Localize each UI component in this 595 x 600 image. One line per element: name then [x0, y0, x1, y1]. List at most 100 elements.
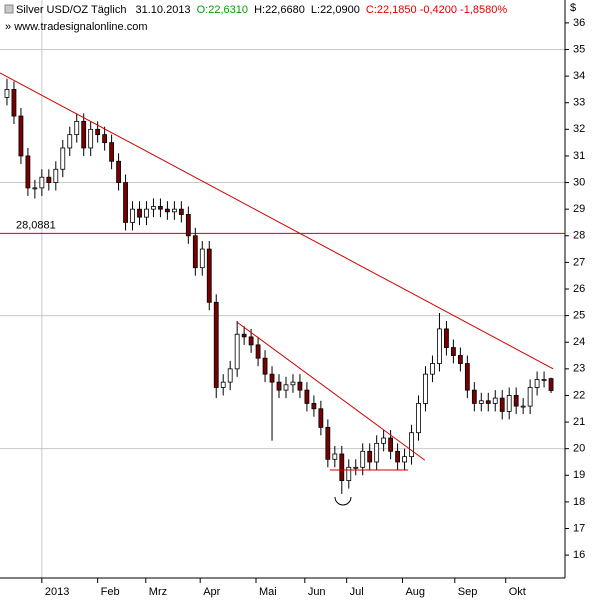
x-tick-label: Feb — [101, 586, 120, 598]
candle-body — [353, 466, 359, 469]
candle-body — [548, 378, 554, 391]
candle-body — [520, 405, 526, 408]
candle-body — [506, 395, 512, 412]
candle-body — [290, 381, 296, 386]
candle-body — [123, 182, 128, 223]
candle-body — [116, 160, 121, 183]
candle-body — [109, 142, 115, 162]
candle-body — [304, 389, 310, 404]
candle-body — [53, 168, 59, 183]
trendline — [236, 321, 426, 461]
candle-body — [137, 208, 142, 218]
quote-high: H:22,6680 — [254, 4, 305, 16]
level-label: 28,0881 — [16, 219, 56, 231]
candle-body — [130, 208, 135, 223]
candle-body — [541, 379, 547, 381]
candle-body — [192, 235, 198, 269]
y-tick-label: 35 — [573, 43, 585, 55]
quote-low: L:22,0900 — [311, 4, 360, 16]
quote-close: C:22,1850 -0,4200 -1,8580% — [366, 4, 507, 16]
candle-body — [332, 453, 338, 460]
candle-body — [60, 147, 66, 170]
y-tick-label: 34 — [573, 70, 585, 82]
candle-body — [492, 397, 498, 404]
y-tick-label: 31 — [573, 150, 585, 162]
candle-body — [471, 389, 477, 404]
x-tick-label: Aug — [405, 586, 425, 598]
quote-open: O:22,6310 — [197, 4, 248, 16]
candle-body — [395, 450, 400, 463]
x-tick-label: Jul — [350, 586, 364, 598]
x-tick-label: Okt — [509, 586, 526, 598]
candle-body — [234, 333, 240, 370]
candle-body — [241, 333, 247, 338]
candle-body — [178, 208, 184, 215]
bottom-arc — [334, 496, 352, 506]
x-tick-label: Apr — [203, 586, 220, 598]
candle-body — [381, 437, 387, 444]
candle-body — [165, 208, 170, 213]
candle-body — [513, 395, 519, 407]
y-tick-label: 18 — [573, 496, 585, 508]
candle-body — [402, 456, 407, 463]
y-tick-label: 20 — [573, 443, 585, 455]
candle-body — [374, 442, 380, 463]
candle-body — [255, 344, 261, 359]
y-tick-label: 19 — [573, 469, 585, 481]
candle-body — [67, 134, 73, 149]
candle-body — [102, 134, 108, 144]
candle-body — [388, 437, 394, 452]
candle-body — [144, 208, 149, 218]
candle-body — [18, 115, 24, 157]
candle-body — [527, 387, 533, 407]
candle-body — [311, 403, 317, 410]
candle-body — [276, 381, 282, 391]
candle-body — [4, 89, 10, 98]
y-tick-label: 24 — [573, 336, 585, 348]
x-tick-label: Jun — [308, 586, 326, 598]
candle-body — [457, 355, 463, 364]
date: 31.10.2013 — [136, 4, 191, 16]
candle-body — [206, 248, 212, 303]
y-tick-label: 17 — [573, 522, 585, 534]
y-tick-label: 28 — [573, 230, 585, 242]
candle-body — [185, 214, 191, 237]
candle-body — [11, 89, 17, 117]
candle-body — [74, 120, 80, 136]
candle-body — [346, 466, 352, 482]
y-tick-label: 32 — [573, 123, 585, 135]
candle-body — [158, 206, 163, 210]
candle-body — [464, 363, 470, 391]
y-axis-label: $ — [570, 2, 576, 14]
candle-body — [39, 176, 45, 189]
y-tick-label: 25 — [573, 310, 585, 322]
x-tick-label: 2013 — [45, 586, 69, 598]
candle-body — [409, 432, 414, 458]
candle-body — [283, 384, 289, 391]
y-tick-label: 21 — [573, 416, 585, 428]
candle-body — [430, 363, 435, 375]
candle-body — [25, 155, 31, 189]
plot-area: 16 17 18 19 20 21 22 23 24 25 26 27 28 29 30 31 32 33 34 35… — [0, 0, 585, 598]
y-tick-label: 16 — [573, 549, 585, 561]
source: » www.tradesignalonline.com — [5, 21, 147, 33]
x-tick-label: Mai — [259, 586, 277, 598]
candle-body — [339, 453, 345, 482]
candle-body — [46, 176, 52, 183]
candle-body — [444, 328, 449, 348]
y-tick-label: 22 — [573, 389, 585, 401]
candle-body — [32, 187, 38, 190]
candle-body — [485, 400, 491, 404]
candle-body — [81, 120, 87, 149]
y-tick-label: 29 — [573, 203, 585, 215]
candle-body — [262, 357, 268, 375]
candle-body — [367, 450, 373, 463]
candle-body — [227, 368, 233, 383]
candle-body — [423, 373, 428, 404]
candle-body — [297, 381, 303, 391]
candle-body — [478, 400, 484, 404]
candle-body — [325, 426, 331, 460]
chart-title: Silver USD/OZ Täglich — [16, 4, 126, 16]
candle-body — [450, 347, 456, 356]
